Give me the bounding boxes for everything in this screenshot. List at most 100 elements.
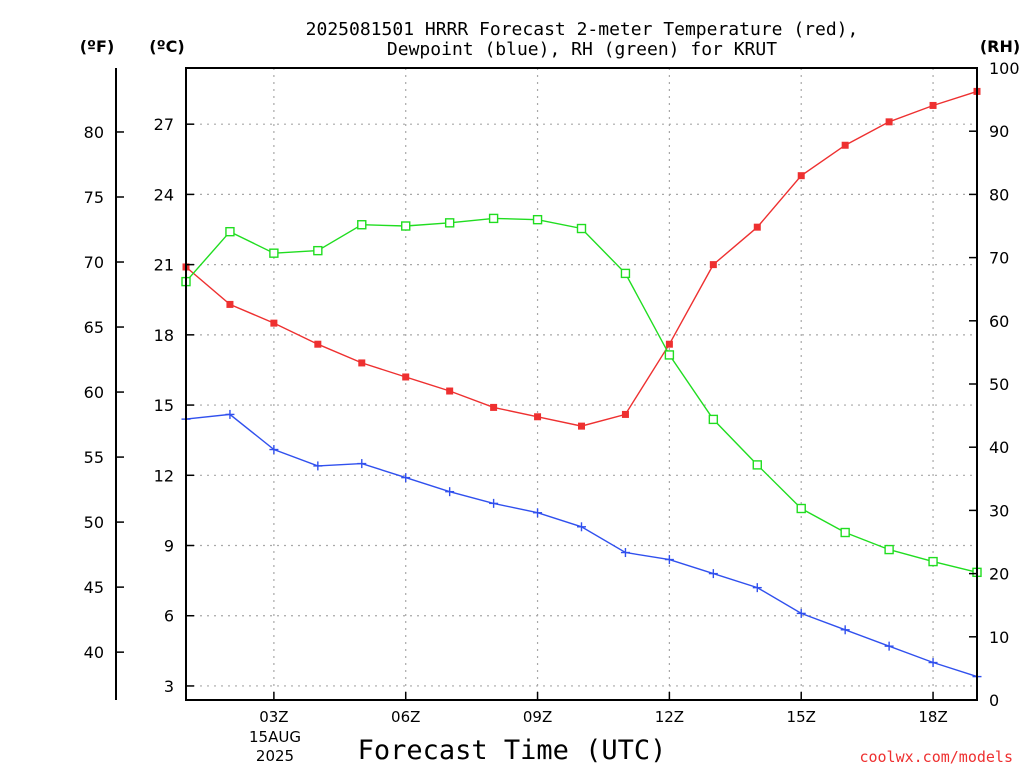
rh-point xyxy=(840,527,850,538)
celsius-tick-label: 21 xyxy=(154,256,174,275)
rh-tick-label: 40 xyxy=(989,438,1009,457)
fahrenheit-tick-label: 60 xyxy=(84,383,104,402)
fahrenheit-tick-label: 40 xyxy=(84,643,104,662)
temperature-point xyxy=(226,300,234,308)
rh-point xyxy=(796,503,806,514)
temperature-point xyxy=(753,223,761,231)
rh-point xyxy=(357,220,367,230)
temperature-point xyxy=(797,172,805,180)
celsius-tick-label: 18 xyxy=(154,326,174,345)
chart-title-line-2: Dewpoint (blue), RH (green) for KRUT xyxy=(387,39,777,60)
celsius-axis-unit: (ºC) xyxy=(149,37,184,56)
temperature-point xyxy=(621,410,629,418)
grid-lines xyxy=(186,68,977,700)
dewpoint-point xyxy=(357,459,367,469)
x-tick-label: 12Z xyxy=(655,708,684,726)
temperature-point xyxy=(929,101,937,109)
watermark-text: coolwx.com/models xyxy=(859,748,1013,766)
rh-point xyxy=(488,213,499,224)
dewpoint-point xyxy=(225,409,235,419)
dewpoint-point xyxy=(269,445,279,455)
rh-tick-label: 50 xyxy=(989,375,1009,394)
temperature-point xyxy=(446,387,454,395)
fahrenheit-axis-unit: (ºF) xyxy=(80,37,115,56)
rh-point xyxy=(928,556,938,567)
rh-tick-label: 90 xyxy=(989,122,1009,141)
rh-tick-label: 30 xyxy=(989,501,1009,520)
celsius-tick-label: 24 xyxy=(154,185,174,204)
celsius-tick-label: 9 xyxy=(164,537,174,556)
temperature-series xyxy=(182,87,981,430)
celsius-tick-label: 15 xyxy=(154,396,174,415)
dewpoint-point xyxy=(752,583,762,593)
temperature-point xyxy=(490,403,498,411)
temperature-point xyxy=(841,141,849,149)
fahrenheit-tick-label: 70 xyxy=(84,253,104,272)
dewpoint-point xyxy=(620,548,630,558)
plot-frame xyxy=(185,67,978,701)
celsius-tick-label: 3 xyxy=(164,677,174,696)
fahrenheit-tick-label: 65 xyxy=(84,318,104,337)
temperature-point xyxy=(270,319,278,327)
rh-tick-label: 60 xyxy=(989,312,1009,331)
rh-point xyxy=(269,248,279,258)
dewpoint-point xyxy=(577,522,586,532)
x-tick-label: 09Z xyxy=(523,708,552,726)
rh-point xyxy=(225,226,235,237)
temperature-point xyxy=(358,359,366,367)
fahrenheit-tick-label: 50 xyxy=(84,513,104,532)
rh-tick-label: 10 xyxy=(989,628,1009,647)
x-date-day-label: 15AUG xyxy=(249,728,301,746)
dewpoint-point xyxy=(445,487,455,497)
dewpoint-point xyxy=(708,569,718,579)
x-tick-label: 06Z xyxy=(391,708,420,726)
dewpoint-point xyxy=(840,625,850,635)
rh-tick-label: 100 xyxy=(989,59,1020,78)
series-layer xyxy=(181,87,982,682)
dewpoint-point xyxy=(884,641,894,651)
x-tick-label: 03Z xyxy=(259,708,288,726)
rh-point xyxy=(664,350,675,360)
rh-series xyxy=(181,213,982,578)
temperature-point xyxy=(314,340,322,348)
fahrenheit-tick-label: 55 xyxy=(84,448,104,467)
temperature-point xyxy=(885,118,893,126)
chart-title-line-1: 2025081501 HRRR Forecast 2-meter Tempera… xyxy=(306,19,859,40)
x-tick-label: 15Z xyxy=(787,708,816,726)
rh-tick-label: 80 xyxy=(989,185,1009,204)
fahrenheit-tick-label: 80 xyxy=(84,123,104,142)
x-tick-label: 18Z xyxy=(918,708,947,726)
dewpoint-point xyxy=(401,473,411,483)
rh-point xyxy=(752,460,762,470)
rh-tick-label: 70 xyxy=(989,249,1009,268)
x-axis-title: Forecast Time (UTC) xyxy=(358,735,667,766)
temperature-point xyxy=(665,340,673,348)
rh-tick-label: 20 xyxy=(989,565,1009,584)
celsius-tick-label: 27 xyxy=(154,115,174,134)
rh-point xyxy=(313,245,323,256)
temperature-point xyxy=(402,373,410,381)
fahrenheit-tick-label: 45 xyxy=(84,578,104,597)
dewpoint-point xyxy=(664,555,674,565)
fahrenheit-tick-label: 75 xyxy=(84,188,104,207)
dewpoint-point xyxy=(796,608,806,618)
celsius-tick-label: 6 xyxy=(164,607,174,626)
rh-point xyxy=(620,268,631,279)
temperature-point xyxy=(709,261,717,269)
rh-point xyxy=(708,414,719,425)
dewpoint-series xyxy=(181,409,982,682)
axis-ticks-and-labels: 3 6 9 12 15 18 21 24 27 03Z 06Z 09Z 12Z 15Z 18Z 40 45 50 5… xyxy=(84,59,1020,726)
rh-point xyxy=(444,218,455,228)
dewpoint-point xyxy=(313,461,323,471)
temperature-point xyxy=(578,422,585,430)
temperature-point xyxy=(534,413,542,421)
rh-point xyxy=(532,214,543,225)
dewpoint-point xyxy=(489,498,499,508)
rh-line xyxy=(185,217,978,573)
dewpoint-point xyxy=(533,508,543,518)
rh-tick-label: 0 xyxy=(989,691,999,710)
dewpoint-point xyxy=(928,658,938,668)
rh-point xyxy=(576,223,587,234)
rh-point xyxy=(884,544,894,555)
